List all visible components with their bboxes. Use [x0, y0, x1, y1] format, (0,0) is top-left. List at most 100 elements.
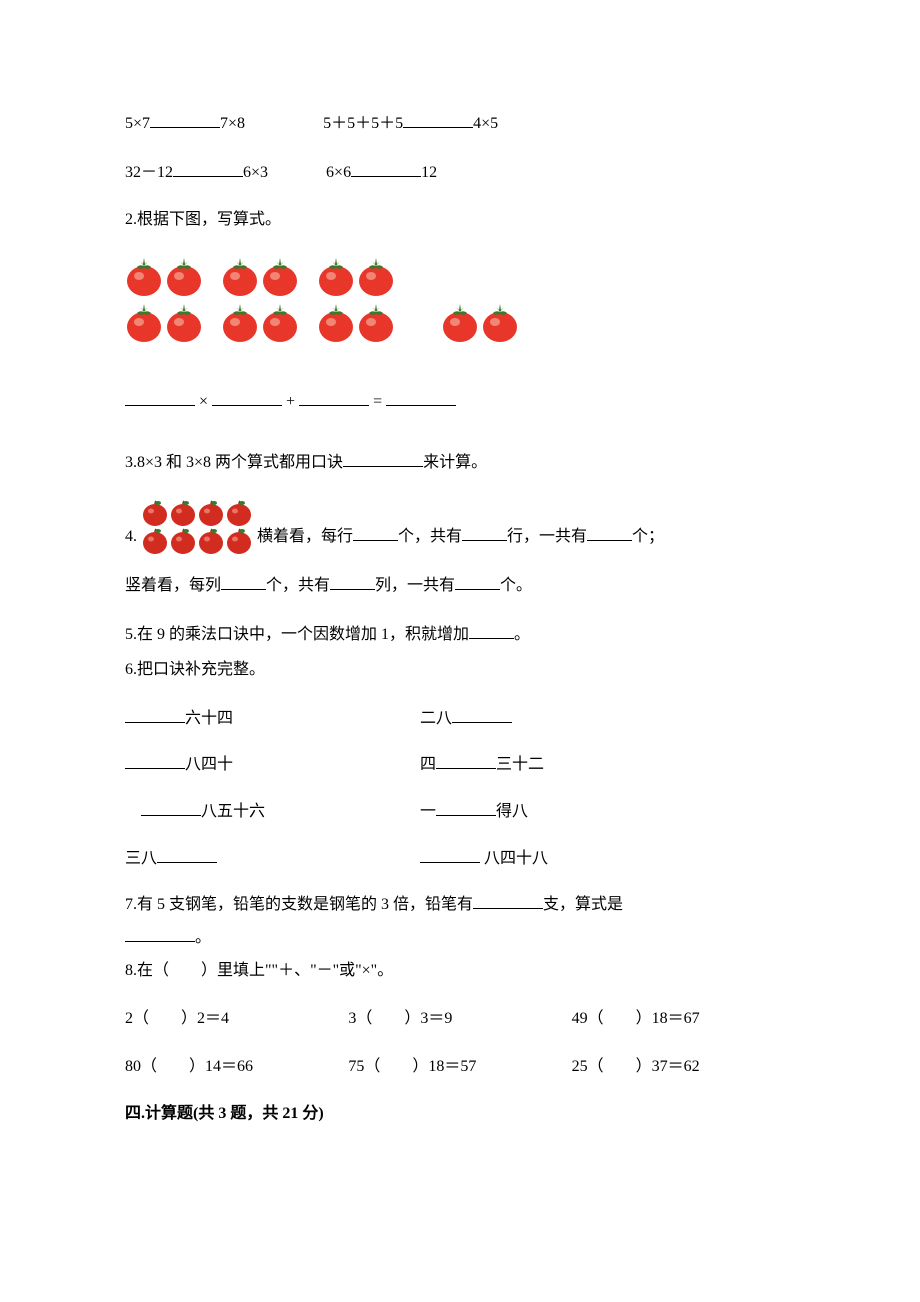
q1-row1: 5×7 7×8 5＋5＋5＋5 4×5	[125, 110, 795, 137]
tomato-icon	[165, 255, 203, 297]
blank[interactable]	[353, 523, 398, 541]
blank[interactable]	[125, 924, 195, 942]
text: 六十四	[185, 710, 233, 727]
blank[interactable]	[587, 523, 632, 541]
q1-row2: 32－126×3 6×612	[125, 159, 795, 186]
blank[interactable]	[330, 572, 375, 590]
blank[interactable]	[351, 159, 421, 177]
tomato-icon	[317, 255, 355, 297]
q4-index: 4.	[125, 524, 137, 550]
q2-label: 2.根据下图，写算式。	[125, 207, 795, 233]
q8-title: 8.在（ ）里填上""＋、"－"或"×"。	[125, 958, 795, 984]
q6-row: 六十四 二八	[125, 705, 795, 732]
apple-icon	[225, 498, 253, 526]
text: 二八	[420, 710, 452, 727]
blank[interactable]	[343, 449, 423, 467]
blank[interactable]	[150, 110, 220, 128]
tomato-icon	[125, 301, 163, 343]
text: 八五十六	[201, 803, 265, 820]
text: 个；	[632, 528, 664, 545]
apple-icon	[141, 498, 169, 526]
blank[interactable]	[125, 705, 185, 723]
text: 横着看，每行	[257, 528, 353, 545]
blank[interactable]	[221, 572, 266, 590]
blank[interactable]	[420, 845, 480, 863]
q3-prefix: 3.8×3 和 3×8 两个算式都用口诀	[125, 454, 343, 471]
apple-icon	[169, 526, 197, 554]
q4-line1: 4. 横着看，每行 个，共有 行，一共有 个；	[125, 498, 795, 554]
tomato-group	[441, 301, 519, 343]
tomato-icon	[221, 301, 259, 343]
op: ×	[199, 393, 208, 410]
blank[interactable]	[455, 572, 500, 590]
blank[interactable]	[469, 621, 514, 639]
blank[interactable]	[157, 845, 217, 863]
text: 竖着看，每列	[125, 577, 221, 594]
q4-line2: 竖着看，每列 个，共有 列，一共有 个。	[125, 572, 795, 599]
blank[interactable]	[436, 751, 496, 769]
blank[interactable]	[125, 751, 185, 769]
section-4-title: 四.计算题(共 3 题，共 21 分)	[125, 1101, 795, 1127]
tomato-icon	[357, 255, 395, 297]
text: 个。	[500, 577, 532, 594]
expr[interactable]: 75（ ）18＝57	[348, 1054, 571, 1080]
blank[interactable]	[462, 523, 507, 541]
tomato-icon	[441, 301, 479, 343]
tomato-icon	[125, 255, 163, 297]
blank[interactable]	[299, 388, 369, 406]
blank[interactable]	[403, 110, 473, 128]
blank[interactable]	[173, 159, 243, 177]
tomato-icon	[165, 301, 203, 343]
expr[interactable]: 25（ ）37＝62	[572, 1054, 795, 1080]
q7: 7.有 5 支钢笔，铅笔的支数是钢笔的 3 倍，铅笔有支，算式是	[125, 891, 795, 918]
tomato-group	[221, 255, 299, 343]
text: 列，一共有	[375, 577, 455, 594]
text: 行，一共有	[507, 528, 587, 545]
expr: 7×8	[220, 115, 245, 132]
text: 个，共有	[398, 528, 462, 545]
q7-mid: 支，算式是	[543, 896, 623, 913]
apple-icon	[169, 498, 197, 526]
apple-icon	[197, 526, 225, 554]
apple-icon	[225, 526, 253, 554]
expr[interactable]: 80（ ）14＝66	[125, 1054, 348, 1080]
tomato-group	[317, 255, 395, 343]
blank[interactable]	[125, 388, 195, 406]
blank[interactable]	[141, 798, 201, 816]
text: 个，共有	[266, 577, 330, 594]
expr: 6×6	[326, 164, 351, 181]
q7-line2: 。	[125, 924, 795, 951]
blank[interactable]	[436, 798, 496, 816]
expr[interactable]: 2（ ）2＝4	[125, 1006, 348, 1032]
q7-suffix: 。	[195, 929, 211, 946]
expr: 12	[421, 164, 437, 181]
q5: 5.在 9 的乘法口诀中，一个因数增加 1，积就增加 。	[125, 621, 795, 648]
q5-suffix: 。	[514, 626, 530, 643]
q3: 3.8×3 和 3×8 两个算式都用口诀来计算。	[125, 449, 795, 476]
text: 一	[420, 803, 436, 820]
q8-row2: 80（ ）14＝66 75（ ）18＝57 25（ ）37＝62	[125, 1054, 795, 1080]
blank[interactable]	[386, 388, 456, 406]
tomato-group	[125, 255, 203, 343]
q5-prefix: 5.在 9 的乘法口诀中，一个因数增加 1，积就增加	[125, 626, 469, 643]
q2-equation: × + =	[125, 388, 795, 415]
op: +	[286, 393, 295, 410]
expr: 6×3	[243, 164, 268, 181]
blank[interactable]	[473, 891, 543, 909]
expr: 5＋5＋5＋5	[323, 115, 403, 132]
blank[interactable]	[212, 388, 282, 406]
q6-row: 三八 八四十八	[125, 845, 795, 872]
q6-row: 八五十六 一得八	[125, 798, 795, 825]
text: 三八	[125, 850, 157, 867]
text: 八四十八	[480, 850, 548, 867]
tomato-illustration	[125, 255, 795, 343]
blank[interactable]	[452, 705, 512, 723]
q6-title: 6.把口诀补充完整。	[125, 657, 795, 683]
expr: 4×5	[473, 115, 498, 132]
expr[interactable]: 49（ ）18＝67	[572, 1006, 795, 1032]
tomato-icon	[357, 301, 395, 343]
apple-icon	[197, 498, 225, 526]
text: 三十二	[496, 756, 544, 773]
expr: 5×7	[125, 115, 150, 132]
expr[interactable]: 3（ ）3＝9	[348, 1006, 571, 1032]
